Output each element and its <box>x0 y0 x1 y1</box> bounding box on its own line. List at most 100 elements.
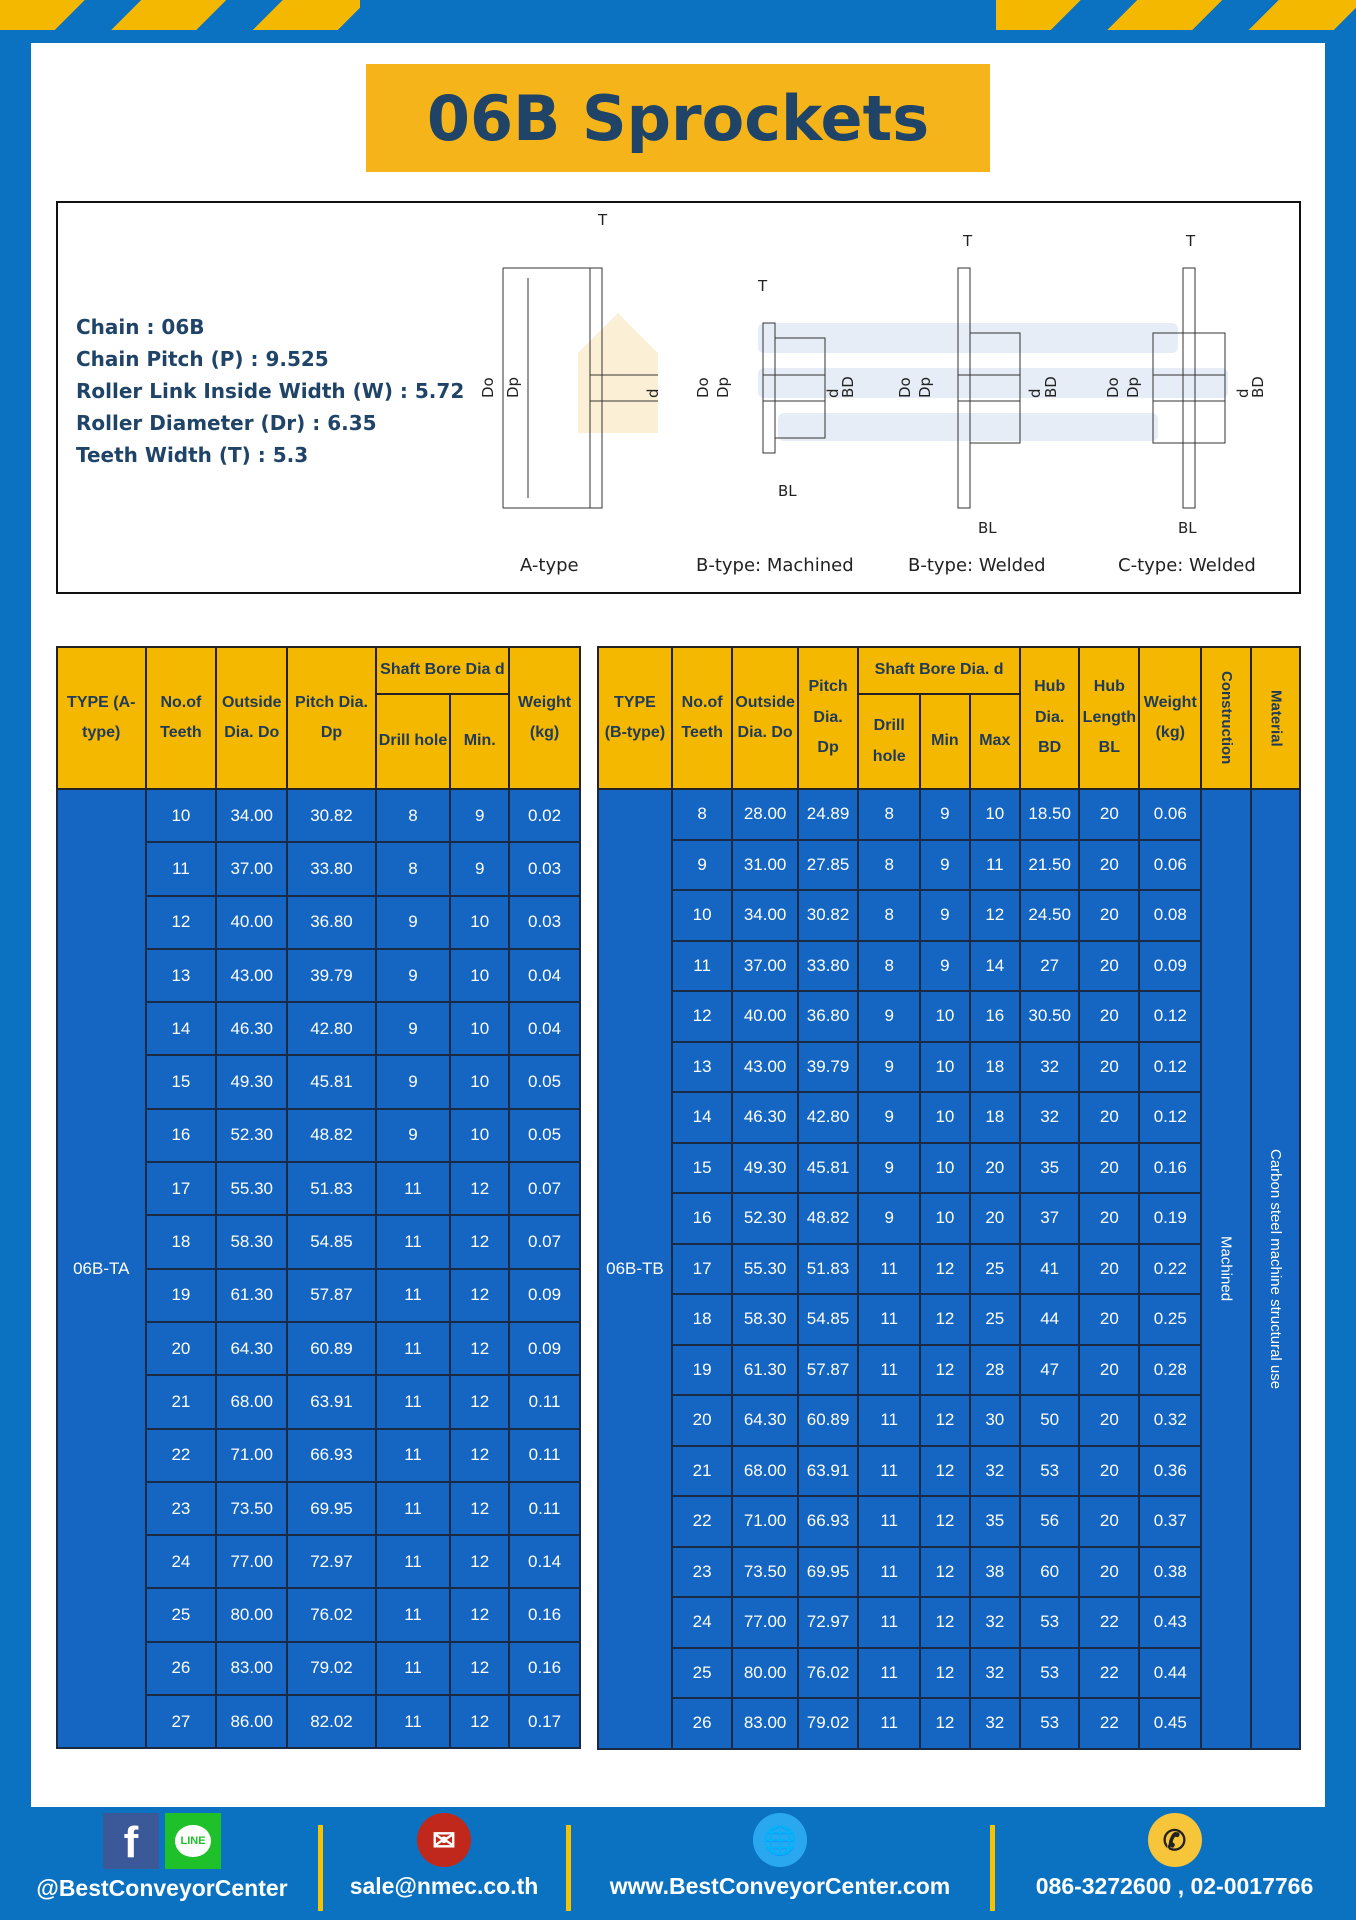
table-cell: 0.12 <box>1138 1091 1203 1144</box>
table-cell: 46.30 <box>215 1001 289 1057</box>
table-row: 18 58.30 54.85 11 12 25 44 20 0.25 <box>598 1293 1300 1346</box>
table-cell: 0.28 <box>1138 1343 1203 1396</box>
caption-a-type: A-type <box>520 555 579 576</box>
table-cell: 11 <box>374 1427 452 1483</box>
table-cell: 8 <box>857 788 922 841</box>
footer-email[interactable]: ✉ sale@nmec.co.th <box>330 1813 558 1900</box>
table-cell: 32 <box>968 1444 1022 1497</box>
table-cell: 77.00 <box>731 1596 799 1649</box>
table-cell: 28 <box>968 1343 1022 1396</box>
divider <box>990 1825 995 1911</box>
table-cell: 20 <box>1078 889 1141 942</box>
table-cell: 20 <box>1078 1394 1141 1447</box>
table-cell: 52.30 <box>731 1192 799 1245</box>
col-type: TYPE (A-type) <box>56 646 147 790</box>
table-cell: 0.07 <box>508 1214 581 1270</box>
table-cell: 11 <box>670 939 734 992</box>
footer: f LINE @BestConveyorCenter ✉ sale@nmec.c… <box>0 1813 1356 1913</box>
table-cell: 12 <box>968 889 1022 942</box>
table-cell: 45.81 <box>286 1054 377 1110</box>
table-cell: 25 <box>968 1242 1022 1295</box>
table-cell: 48.82 <box>286 1107 377 1164</box>
table-row: 12 40.00 36.80 9 10 0.03 <box>57 894 581 950</box>
table-row: 22 71.00 66.93 11 12 35 56 20 0.37 <box>598 1495 1300 1548</box>
b-welded-drawing: T Do Dp d BD BL <box>896 232 1060 537</box>
table-cell: 12 <box>449 1587 511 1643</box>
table-cell: 20 <box>1078 1495 1141 1548</box>
corner-stripes-right <box>996 0 1356 30</box>
table-cell: 44 <box>1018 1293 1081 1346</box>
col-min: Min. <box>449 693 511 790</box>
table-cell: 10 <box>449 1054 511 1110</box>
table-cell: 9 <box>857 1141 922 1194</box>
col-pitch-dia: Pitch Dia. Dp <box>796 646 860 790</box>
table-row: 16 52.30 48.82 9 10 0.05 <box>57 1107 581 1164</box>
svg-text:Dp: Dp <box>916 377 934 398</box>
table-cell: 10 <box>919 1141 971 1194</box>
table-row: 23 73.50 69.95 11 12 38 60 20 0.38 <box>598 1545 1300 1598</box>
table-cell: 11 <box>857 1697 922 1750</box>
table-cell: 49.30 <box>215 1054 289 1110</box>
table-cell: 9 <box>374 894 452 950</box>
col-teeth: No.of Teeth <box>670 646 734 790</box>
table-cell: 15 <box>144 1054 218 1110</box>
table-cell: 12 <box>919 1394 971 1447</box>
table-cell: 20 <box>1078 1040 1141 1093</box>
table-cell: 9 <box>374 1001 452 1057</box>
table-cell: 20 <box>1078 838 1141 891</box>
table-row: 14 46.30 42.80 9 10 0.04 <box>57 1001 581 1057</box>
table-cell: 11 <box>857 1242 922 1295</box>
table-cell: 11 <box>374 1534 452 1590</box>
table-cell: 17 <box>670 1242 734 1295</box>
table-row: 10 34.00 30.82 8 9 12 24.50 20 0.08 <box>598 889 1300 942</box>
table-cell: 20 <box>670 1394 734 1447</box>
table-row: 11 37.00 33.80 8 9 14 27 20 0.09 <box>598 939 1300 992</box>
footer-website[interactable]: 🌐 www.BestConveyorCenter.com <box>578 1813 982 1900</box>
table-cell: 12 <box>449 1320 511 1377</box>
table-cell: 14 <box>670 1091 734 1144</box>
divider <box>566 1825 571 1911</box>
table-cell: 20 <box>1078 1444 1141 1497</box>
footer-phone[interactable]: ✆ 086-3272600 , 02-0017766 <box>1002 1813 1347 1900</box>
table-cell: 0.02 <box>508 787 581 844</box>
table-cell: 77.00 <box>215 1534 289 1590</box>
a-type-drawing: T Do Dp d <box>479 211 662 509</box>
table-cell: 10 <box>449 1001 511 1057</box>
table-cell: 12 <box>919 1697 971 1750</box>
table-cell: 11 <box>374 1480 452 1537</box>
svg-text:BL: BL <box>778 482 797 500</box>
table-cell: 10 <box>144 787 218 844</box>
table-cell: 9 <box>670 838 734 891</box>
table-cell: 10 <box>919 1091 971 1144</box>
table-cell: 14 <box>968 939 1022 992</box>
table-cell: 11 <box>144 841 218 897</box>
table-cell: 54.85 <box>796 1293 860 1346</box>
table-cell: 43.00 <box>731 1040 799 1093</box>
table-cell: 10 <box>968 788 1022 841</box>
table-row: 15 49.30 45.81 9 10 20 35 20 0.16 <box>598 1141 1300 1194</box>
table-cell: 80.00 <box>215 1587 289 1643</box>
table-cell: 54.85 <box>286 1214 377 1270</box>
table-cell: 0.08 <box>1138 889 1203 942</box>
svg-text:Do: Do <box>1104 377 1122 398</box>
table-cell: 0.19 <box>1138 1192 1203 1245</box>
table-row: 26 83.00 79.02 11 12 0.16 <box>57 1640 581 1697</box>
col-hub-length: Hub Length BL <box>1078 646 1141 790</box>
table-row: 13 43.00 39.79 9 10 0.04 <box>57 947 581 1004</box>
table-cell: 11 <box>374 1320 452 1377</box>
table-cell: 21 <box>670 1444 734 1497</box>
table-row: 24 77.00 72.97 11 12 0.14 <box>57 1534 581 1590</box>
table-cell: 11 <box>857 1343 922 1396</box>
table-cell: 11 <box>857 1444 922 1497</box>
table-cell: 0.11 <box>508 1427 581 1483</box>
svg-text:Dp: Dp <box>504 377 522 398</box>
table-cell: 9 <box>857 990 922 1043</box>
c-welded-drawing: T Do Dp d BD BL <box>1104 232 1267 537</box>
footer-social[interactable]: f LINE @BestConveyorCenter <box>14 1813 310 1902</box>
table-cell: 9 <box>857 1040 922 1093</box>
table-row: 13 43.00 39.79 9 10 18 32 20 0.12 <box>598 1040 1300 1093</box>
table-cell: 12 <box>449 1214 511 1270</box>
col-teeth: No.of Teeth <box>144 646 218 790</box>
table-cell: 58.30 <box>731 1293 799 1346</box>
table-cell: 52.30 <box>215 1107 289 1164</box>
